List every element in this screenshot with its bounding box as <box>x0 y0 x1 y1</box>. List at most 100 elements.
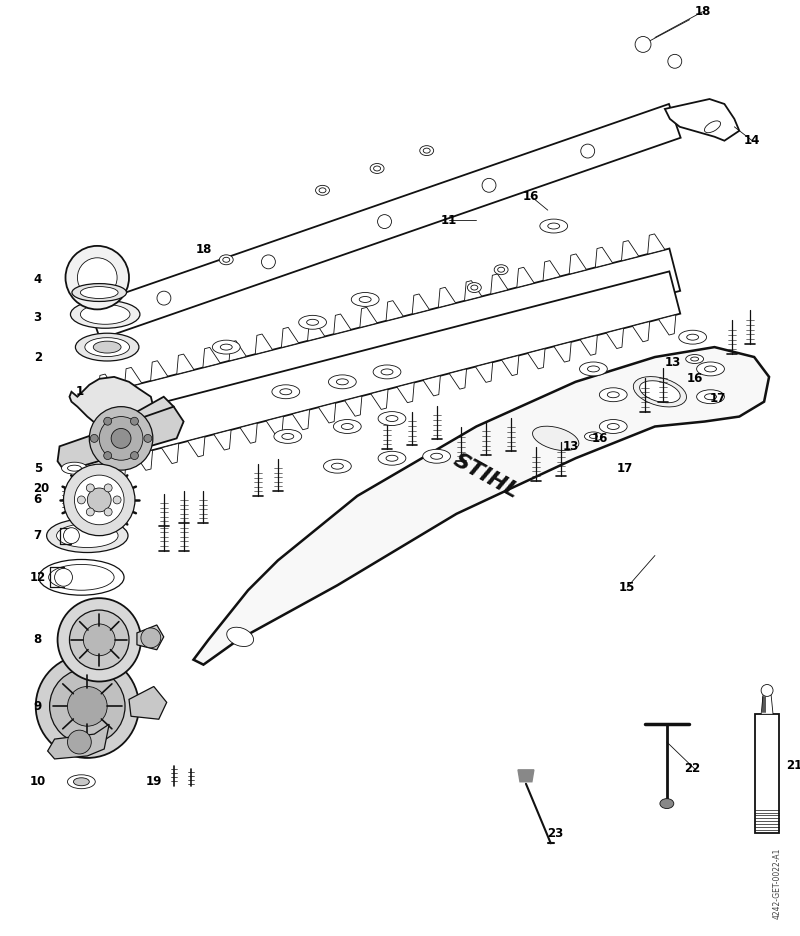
Text: 5: 5 <box>34 461 42 475</box>
Text: 12: 12 <box>30 571 46 584</box>
Ellipse shape <box>220 344 232 350</box>
Ellipse shape <box>272 385 300 399</box>
Ellipse shape <box>607 423 619 430</box>
Circle shape <box>90 406 153 470</box>
Polygon shape <box>282 328 298 347</box>
Polygon shape <box>134 417 183 442</box>
Ellipse shape <box>315 185 330 196</box>
Polygon shape <box>554 342 571 362</box>
Polygon shape <box>162 444 178 463</box>
Ellipse shape <box>697 362 725 376</box>
Circle shape <box>378 214 391 228</box>
Text: 2: 2 <box>34 350 42 363</box>
Polygon shape <box>450 369 466 389</box>
Ellipse shape <box>334 419 362 433</box>
Ellipse shape <box>599 388 627 402</box>
Ellipse shape <box>72 284 126 301</box>
Circle shape <box>70 610 129 669</box>
Ellipse shape <box>370 164 384 173</box>
Ellipse shape <box>57 524 118 548</box>
Text: 16: 16 <box>686 373 703 386</box>
Circle shape <box>63 528 79 544</box>
Polygon shape <box>129 686 166 719</box>
Polygon shape <box>94 271 680 462</box>
Ellipse shape <box>74 778 90 785</box>
Text: 23: 23 <box>547 826 564 840</box>
Text: 14: 14 <box>744 134 760 147</box>
Circle shape <box>74 475 124 525</box>
Polygon shape <box>94 249 680 438</box>
Ellipse shape <box>323 460 351 473</box>
Ellipse shape <box>212 340 240 354</box>
Polygon shape <box>665 99 739 140</box>
Ellipse shape <box>70 300 140 329</box>
Ellipse shape <box>80 304 130 324</box>
Polygon shape <box>761 695 773 714</box>
Ellipse shape <box>67 775 95 789</box>
Polygon shape <box>137 625 164 650</box>
Text: 16: 16 <box>592 431 609 445</box>
Polygon shape <box>135 450 153 470</box>
Polygon shape <box>98 397 174 436</box>
Circle shape <box>581 144 594 158</box>
Polygon shape <box>177 354 194 374</box>
Ellipse shape <box>38 560 124 595</box>
Text: 13: 13 <box>562 440 578 453</box>
Polygon shape <box>648 234 665 254</box>
Ellipse shape <box>678 330 706 344</box>
Polygon shape <box>229 341 246 361</box>
Ellipse shape <box>94 341 121 353</box>
Text: 21: 21 <box>786 759 800 772</box>
Text: STIHL: STIHL <box>450 450 522 503</box>
Circle shape <box>83 624 115 656</box>
Text: 16: 16 <box>522 190 539 203</box>
Circle shape <box>50 668 125 744</box>
Circle shape <box>36 654 139 758</box>
Polygon shape <box>109 457 126 477</box>
Ellipse shape <box>49 564 114 591</box>
Ellipse shape <box>430 453 442 460</box>
Circle shape <box>104 451 112 460</box>
Ellipse shape <box>471 285 478 290</box>
Text: 3: 3 <box>34 311 42 324</box>
Polygon shape <box>475 362 493 383</box>
Circle shape <box>130 451 138 460</box>
Text: 13: 13 <box>665 357 681 370</box>
Polygon shape <box>58 406 183 471</box>
Ellipse shape <box>705 121 721 133</box>
Ellipse shape <box>494 265 508 274</box>
Ellipse shape <box>540 219 568 233</box>
Ellipse shape <box>378 451 406 465</box>
Ellipse shape <box>62 462 87 475</box>
Circle shape <box>144 434 152 443</box>
Circle shape <box>78 496 86 504</box>
Circle shape <box>635 37 651 52</box>
Circle shape <box>54 568 73 586</box>
Ellipse shape <box>381 369 393 375</box>
Polygon shape <box>188 436 205 457</box>
Polygon shape <box>490 274 508 294</box>
Ellipse shape <box>378 412 406 426</box>
Circle shape <box>87 488 111 512</box>
Polygon shape <box>125 368 142 388</box>
Ellipse shape <box>329 375 356 388</box>
Circle shape <box>104 484 112 491</box>
Circle shape <box>67 730 91 754</box>
Ellipse shape <box>282 433 294 439</box>
Polygon shape <box>606 329 623 348</box>
Ellipse shape <box>533 426 579 450</box>
Polygon shape <box>255 334 273 354</box>
Circle shape <box>141 628 161 648</box>
Polygon shape <box>502 356 519 375</box>
Polygon shape <box>622 241 639 261</box>
Text: 18: 18 <box>195 243 212 256</box>
Ellipse shape <box>226 627 254 647</box>
Ellipse shape <box>686 334 698 340</box>
Ellipse shape <box>422 449 450 463</box>
Polygon shape <box>307 321 325 341</box>
Polygon shape <box>517 268 534 287</box>
Ellipse shape <box>423 148 430 154</box>
Polygon shape <box>98 374 115 394</box>
Polygon shape <box>543 260 560 281</box>
Text: 22: 22 <box>685 762 701 775</box>
